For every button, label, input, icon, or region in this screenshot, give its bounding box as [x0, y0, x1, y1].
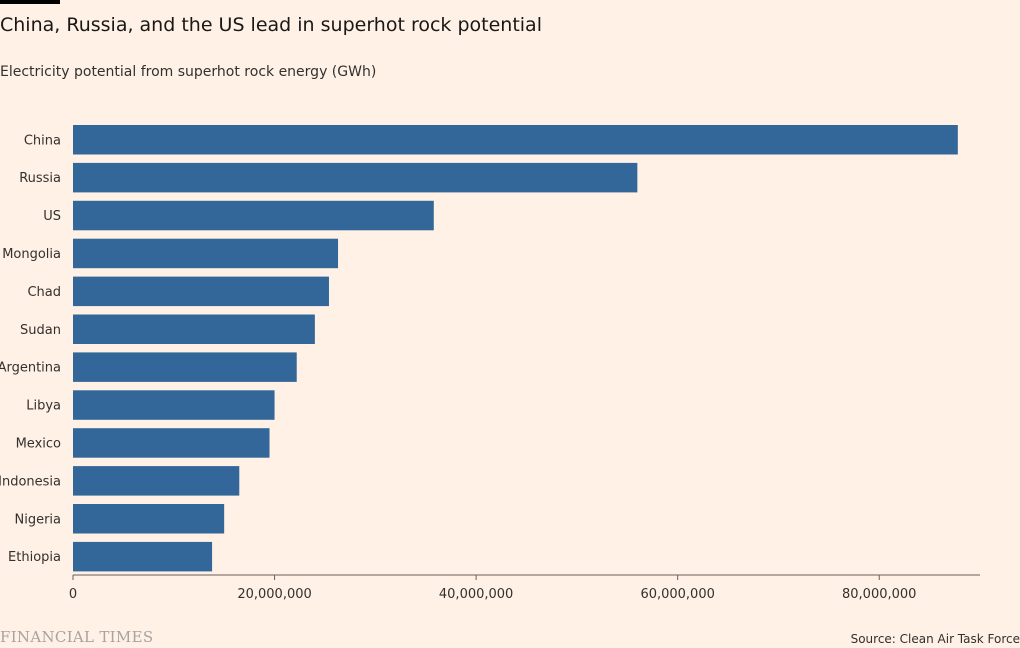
chart-title: China, Russia, and the US lead in superh… [0, 14, 542, 36]
category-label-china: China [24, 133, 61, 148]
category-label-sudan: Sudan [20, 323, 61, 338]
category-label-us: US [43, 209, 61, 224]
bar-chad [73, 276, 329, 307]
category-label-argentina: Argentina [0, 361, 61, 376]
category-label-ethiopia: Ethiopia [8, 550, 61, 565]
top-rule [0, 0, 60, 4]
bar-argentina [73, 352, 297, 382]
category-label-mongolia: Mongolia [2, 247, 61, 262]
category-label-mexico: Mexico [16, 436, 61, 451]
category-labels: China Russia US Mongolia Chad Sudan Argentina L… [0, 133, 61, 565]
ft-brand-logo: FINANCIAL TIMES [0, 628, 154, 646]
x-axis-ticks: 0 20,000,000 40,000,000 60,000,000 80,000,00… [69, 575, 916, 602]
source-note: Source: Clean Air Task Force [850, 632, 1020, 646]
bar-chart: China Russia US Mongolia Chad Sudan Argentina L… [0, 125, 980, 602]
x-tick-label: 40,000,000 [439, 587, 513, 602]
x-tick-label: 0 [69, 587, 77, 602]
bar-nigeria [73, 504, 225, 534]
category-label-libya: Libya [26, 399, 61, 414]
bar-china [73, 125, 958, 155]
category-label-indonesia: Indonesia [0, 474, 61, 489]
bar-indonesia [73, 466, 240, 496]
bar-russia [73, 162, 638, 193]
bar-libya [73, 390, 275, 420]
bars [73, 125, 958, 572]
bar-us [73, 200, 434, 231]
category-label-nigeria: Nigeria [14, 512, 61, 527]
bar-mongolia [73, 238, 339, 269]
category-label-russia: Russia [19, 171, 61, 186]
bar-mexico [73, 428, 270, 458]
x-tick-label: 80,000,000 [842, 587, 916, 602]
bar-sudan [73, 314, 315, 344]
x-tick-label: 60,000,000 [640, 587, 714, 602]
x-tick-label: 20,000,000 [237, 587, 311, 602]
chart-subtitle: Electricity potential from superhot rock… [0, 64, 377, 80]
bar-ethiopia [73, 541, 213, 572]
category-label-chad: Chad [27, 285, 61, 300]
